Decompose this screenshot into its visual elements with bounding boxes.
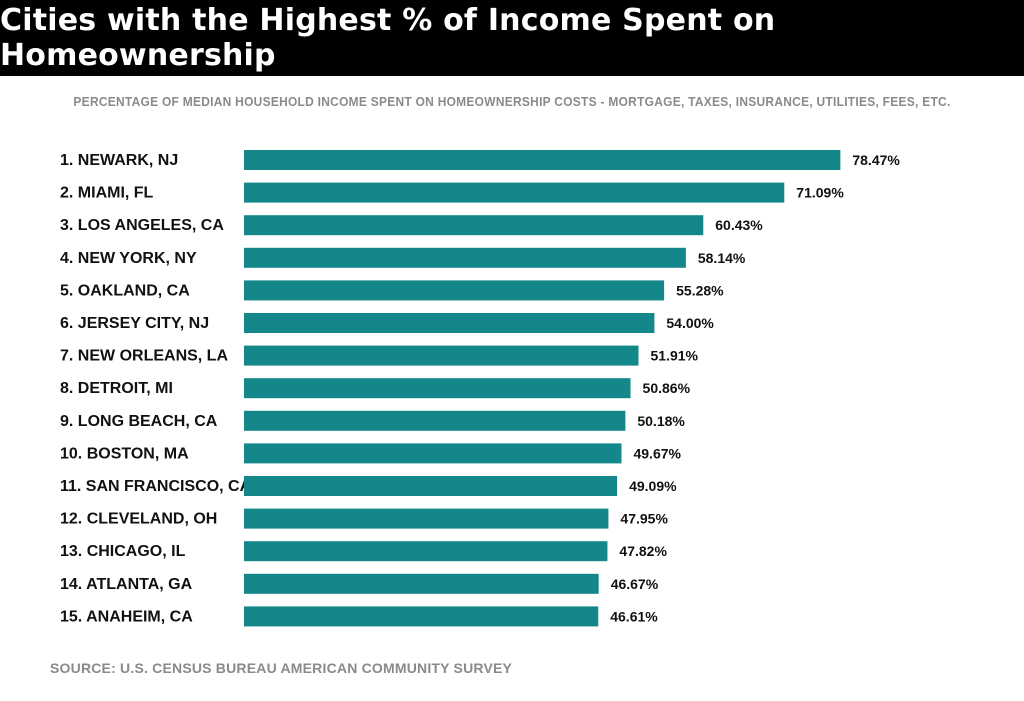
chart-title: Cities with the Highest % of Income Spen… xyxy=(0,3,776,73)
value-label: 47.95% xyxy=(620,511,668,527)
value-label: 50.18% xyxy=(637,413,685,429)
bar xyxy=(244,247,686,268)
value-label: 55.28% xyxy=(676,282,724,298)
bar xyxy=(244,378,631,399)
bar xyxy=(244,606,599,627)
bar xyxy=(244,280,665,301)
value-label: 50.86% xyxy=(643,380,691,396)
bar-chart: 1. NEWARK, NJ 78.47% 2. MIAMI, FL 71.09% 3. … xyxy=(60,150,900,627)
value-label: 51.91% xyxy=(651,348,699,364)
category-label: 7. NEW ORLEANS, LA xyxy=(60,348,228,365)
value-label: 60.43% xyxy=(715,217,763,233)
value-label: 49.67% xyxy=(633,445,681,461)
category-label: 4. NEW YORK, NY xyxy=(60,250,197,267)
bar xyxy=(244,215,704,236)
category-label: 8. DETROIT, MI xyxy=(60,380,173,397)
chart-subtitle: PERCENTAGE OF MEDIAN HOUSEHOLD INCOME SP… xyxy=(73,94,951,109)
value-label: 54.00% xyxy=(666,315,714,331)
bar xyxy=(244,508,609,529)
category-label: 1. NEWARK, NJ xyxy=(60,152,178,169)
category-label: 9. LONG BEACH, CA xyxy=(60,413,218,430)
value-label: 46.67% xyxy=(611,576,659,592)
category-label: 2. MIAMI, FL xyxy=(60,185,154,202)
value-label: 49.09% xyxy=(629,478,677,494)
bar xyxy=(244,345,639,366)
title-banner: Cities with the Highest % of Income Spen… xyxy=(0,0,1024,76)
bar xyxy=(244,313,655,333)
value-label: 47.82% xyxy=(619,543,667,559)
category-label: 6. JERSEY CITY, NJ xyxy=(60,315,209,332)
value-label: 46.61% xyxy=(610,608,658,624)
category-label: 13. CHICAGO, IL xyxy=(60,543,186,560)
source-note: SOURCE: U.S. CENSUS BUREAU AMERICAN COMM… xyxy=(50,660,513,676)
category-label: 11. SAN FRANCISCO, CA xyxy=(60,478,252,495)
bar xyxy=(244,541,608,562)
bar xyxy=(244,573,599,594)
bar xyxy=(244,476,618,496)
category-label: 10. BOSTON, MA xyxy=(60,445,189,462)
category-label: 15. ANAHEIM, CA xyxy=(60,608,193,625)
value-label: 78.47% xyxy=(852,152,900,168)
bar xyxy=(244,443,622,464)
category-label: 12. CLEVELAND, OH xyxy=(60,511,217,528)
category-label: 14. ATLANTA, GA xyxy=(60,576,193,593)
value-label: 71.09% xyxy=(796,185,844,201)
bar xyxy=(244,182,785,203)
category-label: 3. LOS ANGELES, CA xyxy=(60,217,224,234)
category-label: 5. OAKLAND, CA xyxy=(60,282,190,299)
bar xyxy=(244,410,626,431)
value-label: 58.14% xyxy=(698,250,746,266)
bar xyxy=(244,150,841,170)
